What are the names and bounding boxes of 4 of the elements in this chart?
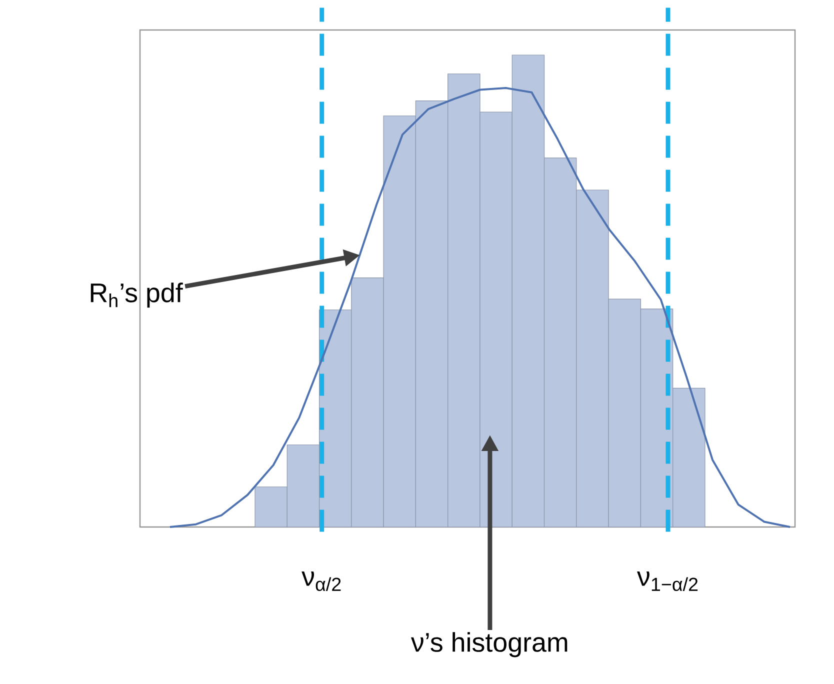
text: ν$_{α/2}$ [302,572,341,592]
text: ν$_{1−α/2}$ [637,572,698,592]
annotation: R$_{h}$’s pdf [90,282,183,308]
text: ν’s histogram [410,632,568,658]
